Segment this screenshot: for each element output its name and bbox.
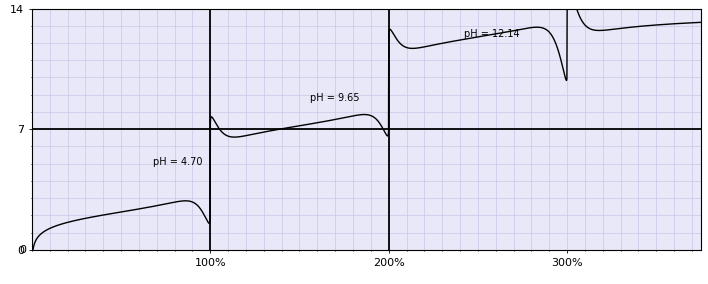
Text: pH = 4.70: pH = 4.70 [153,157,202,167]
Text: pH = 12.14: pH = 12.14 [464,28,519,39]
Text: pH = 9.65: pH = 9.65 [310,93,360,103]
Text: 0: 0 [20,245,26,255]
